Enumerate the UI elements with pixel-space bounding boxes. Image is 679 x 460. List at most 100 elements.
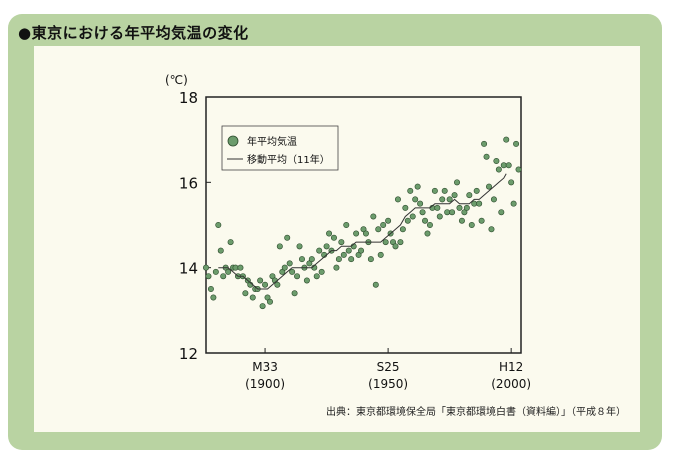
y-tick-label: 14	[179, 260, 198, 278]
legend-box	[221, 125, 339, 171]
temperature-point	[414, 183, 421, 190]
temperature-point	[308, 256, 315, 263]
temperature-point	[362, 230, 369, 237]
temperature-point	[456, 204, 463, 211]
temperature-point	[505, 162, 512, 169]
temperature-point	[458, 217, 465, 224]
temperature-point	[402, 204, 409, 211]
temperature-point	[333, 264, 340, 271]
legend: 年平均気温 移動平均（11年）	[221, 125, 339, 171]
temperature-point	[503, 136, 510, 143]
temperature-point	[262, 281, 269, 288]
temperature-point	[399, 226, 406, 233]
plot-area-border	[205, 96, 522, 354]
temperature-point	[370, 213, 377, 220]
temperature-point	[476, 200, 483, 207]
temperature-point	[249, 294, 256, 301]
moving-average-line	[218, 173, 507, 290]
temperature-point	[286, 260, 293, 267]
temperature-point	[486, 183, 493, 190]
temperature-point	[316, 247, 323, 254]
x-tick-label-year: (2000)	[491, 377, 531, 391]
x-tick-label-year: (1950)	[368, 377, 408, 391]
temperature-point	[340, 251, 347, 258]
temperature-point	[294, 273, 301, 280]
temperature-point	[313, 273, 320, 280]
temperature-point	[500, 162, 507, 169]
temperature-point	[412, 196, 419, 203]
temperature-point	[266, 298, 273, 305]
x-axis-ticks: M33 (1900) S25 (1950) H12 (2000)	[245, 348, 531, 391]
temperature-point	[210, 294, 217, 301]
temperature-point	[284, 234, 291, 241]
temperature-point	[281, 264, 288, 271]
temperature-point	[466, 192, 473, 199]
y-axis-ticks: 12 14 16 18	[179, 89, 211, 363]
temperature-point	[394, 196, 401, 203]
temperature-chart: (℃) 12 14 16 18 M33 (1900) S25 (1950) H12 (2000)…	[165, 73, 531, 391]
temperature-point	[318, 268, 325, 275]
temperature-point	[330, 234, 337, 241]
temperature-point	[257, 277, 264, 284]
temperature-point	[488, 226, 495, 233]
temperature-point	[225, 268, 232, 275]
temperature-point	[259, 303, 266, 310]
temperature-point	[397, 239, 404, 246]
temperature-point	[326, 230, 333, 237]
x-tick-label-era: S25	[377, 360, 400, 374]
y-tick-label: 12	[179, 345, 198, 363]
temperature-point	[468, 222, 475, 229]
temperature-point	[237, 264, 244, 271]
temperature-point	[227, 239, 234, 246]
temperature-point	[385, 217, 392, 224]
temperature-point	[215, 222, 222, 229]
temperature-point	[446, 196, 453, 203]
temperature-point	[338, 239, 345, 246]
temperature-point	[372, 281, 379, 288]
temperature-point	[407, 187, 414, 194]
temperature-point	[377, 251, 384, 258]
temperature-point	[419, 209, 426, 216]
temperature-point	[291, 290, 298, 297]
temperature-point	[353, 230, 360, 237]
temperature-point	[242, 290, 249, 297]
temperature-point	[471, 200, 478, 207]
chart-panel: (℃) 12 14 16 18 M33 (1900) S25 (1950) H12 (2000)…	[34, 46, 640, 432]
temperature-point	[510, 200, 517, 207]
legend-line-label: 移動平均（11年）	[247, 153, 330, 166]
temperature-point	[303, 277, 310, 284]
temperature-point	[207, 286, 214, 293]
temperature-point	[335, 256, 342, 263]
annual-temperature-points	[203, 136, 522, 310]
temperature-point	[276, 243, 283, 250]
y-tick-label: 18	[179, 89, 198, 107]
temperature-point	[298, 256, 305, 263]
temperature-point	[451, 192, 458, 199]
temperature-point	[515, 166, 522, 173]
temperature-point	[483, 153, 490, 160]
temperature-point	[481, 140, 488, 147]
temperature-point	[441, 187, 448, 194]
temperature-point	[493, 158, 500, 165]
source-note: 出典：東京都環境保全局「東京都環境白書（資料編）」（平成８年）	[326, 407, 626, 418]
temperature-point	[323, 243, 330, 250]
x-tick-label-year: (1900)	[245, 377, 285, 391]
temperature-point	[232, 264, 239, 271]
temperature-point	[274, 281, 281, 288]
temperature-point	[495, 166, 502, 173]
page-title: ●東京における年平均気温の変化	[18, 24, 249, 42]
temperature-point	[463, 204, 470, 211]
temperature-point	[439, 196, 446, 203]
temperature-point	[498, 209, 505, 216]
temperature-point	[454, 179, 461, 186]
temperature-point	[367, 256, 374, 263]
temperature-point	[434, 204, 441, 211]
temperature-point	[473, 187, 480, 194]
temperature-point	[513, 140, 520, 147]
temperature-point	[380, 222, 387, 229]
temperature-point	[348, 256, 355, 263]
temperature-point	[217, 247, 224, 254]
temperature-point	[375, 226, 382, 233]
x-tick-label-era: H12	[499, 360, 523, 374]
temperature-point	[289, 268, 296, 275]
